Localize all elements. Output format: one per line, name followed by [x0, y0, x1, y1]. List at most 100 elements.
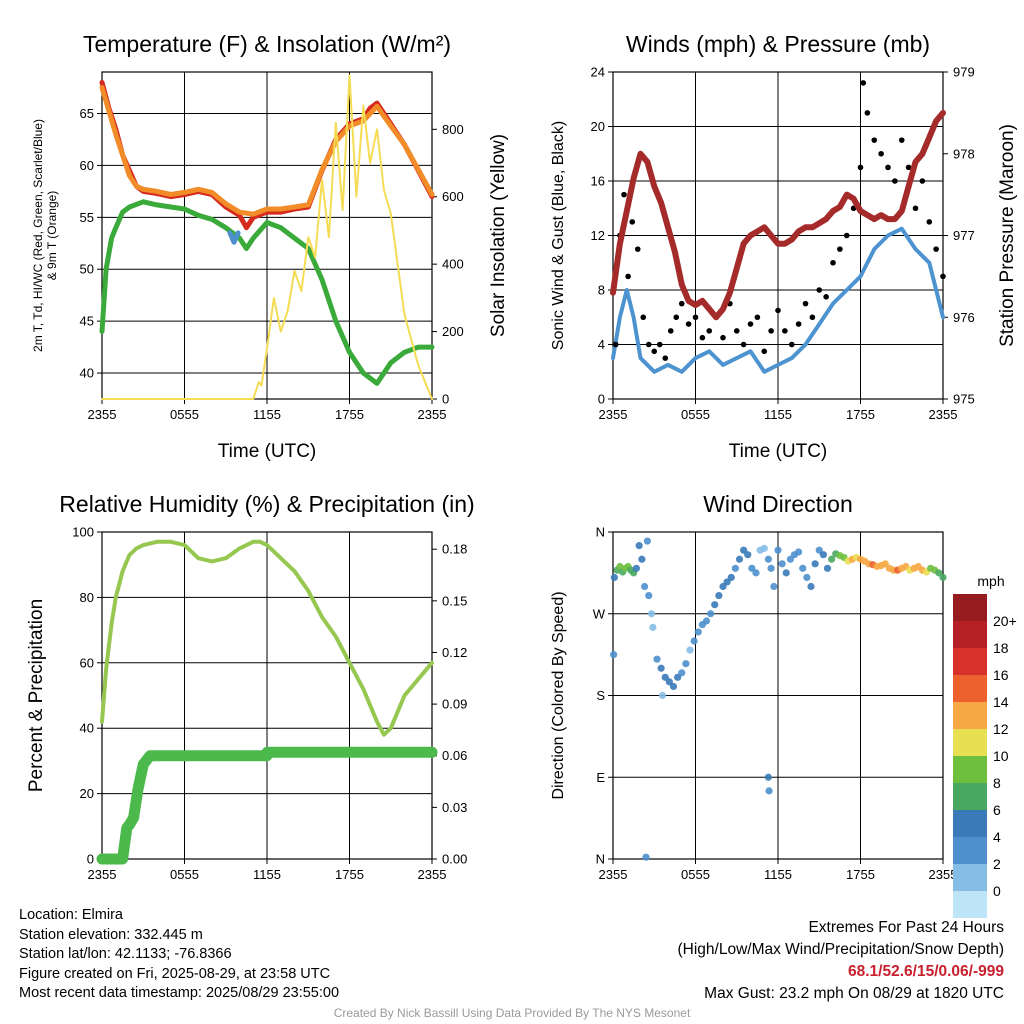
x-tick-label: 2355: [418, 867, 447, 882]
colorbar-segment: [953, 729, 987, 756]
gust-point: [885, 164, 891, 171]
direction-point: [610, 573, 618, 582]
gust-point: [809, 314, 816, 321]
y-tick-label: 80: [80, 590, 94, 605]
direction-point: [642, 853, 650, 861]
plot-frame: [612, 71, 944, 400]
gust-point: [782, 328, 788, 334]
colorbar-segment: [953, 621, 987, 648]
direction-point: [658, 691, 667, 700]
colorbar-label: 8: [993, 775, 1001, 791]
direction-point: [682, 660, 690, 668]
direction-point: [686, 646, 694, 654]
direction-point: [939, 573, 947, 582]
direction-point: [795, 548, 803, 556]
created-text: Figure created on Fri, 2025-08-29, at 23…: [19, 965, 331, 982]
direction-point: [727, 573, 735, 582]
gust-point: [892, 178, 898, 184]
direction-point: [678, 669, 686, 677]
direction-point: [638, 555, 646, 563]
gust-point: [919, 178, 926, 184]
gust-point: [667, 328, 674, 334]
x-tick-label: 2355: [929, 867, 958, 882]
y2-tick-label: 975: [953, 392, 975, 407]
credit-text: Created By Nick Bassill Using Data Provi…: [333, 1006, 691, 1020]
colorbar-label: 18: [993, 640, 1009, 656]
elevation-text: Station elevation: 332.445 m: [19, 926, 203, 943]
y2-tick-label: 600: [442, 189, 464, 204]
series-9m-t: [99, 85, 435, 217]
direction-point: [643, 537, 651, 545]
x-tick-label: 0555: [681, 867, 710, 882]
direction-point: [647, 610, 656, 618]
direction-point: [803, 573, 811, 582]
x-axis-label: Time (UTC): [218, 441, 317, 462]
x-tick-label: 1755: [846, 867, 875, 882]
colorbar-segment: [953, 675, 987, 702]
station-info: Location: Elmira Station elevation: 332.…: [19, 906, 339, 1004]
series-precipitation: [96, 746, 438, 865]
x-tick-label: 1155: [253, 867, 281, 882]
gust-point: [634, 246, 641, 252]
direction-point: [765, 787, 773, 795]
y2-tick-label: 800: [442, 122, 464, 137]
colorbar-label: 14: [993, 694, 1009, 710]
x-tick-label: 0555: [681, 407, 710, 422]
series-sonic-wind: [611, 226, 945, 374]
gust-point: [940, 273, 946, 280]
colorbar-segment: [953, 810, 987, 837]
direction-point: [811, 560, 819, 568]
direction-point: [807, 582, 815, 591]
direction-point: [778, 560, 786, 568]
x-tick-label: 1155: [764, 407, 792, 422]
y-tick-label: 40: [80, 366, 94, 381]
colorbar-segment: [953, 891, 987, 918]
chart-title: Winds (mph) & Pressure (mb): [626, 31, 930, 57]
direction-point: [764, 773, 772, 781]
direction-point: [799, 564, 807, 572]
direction-point: [774, 546, 782, 554]
gust-point: [692, 314, 699, 321]
gust-point: [775, 307, 781, 314]
direction-point: [744, 551, 752, 559]
direction-point: [707, 610, 715, 618]
y2-tick-label: 0.12: [442, 645, 467, 660]
y2-tick-label: 0.03: [442, 800, 467, 815]
y-tick-label: 4: [598, 337, 605, 352]
y-tick-label: 20: [591, 119, 605, 134]
location-text: Location: Elmira: [19, 907, 123, 923]
gust-point: [733, 328, 740, 334]
gust-point: [629, 219, 636, 225]
gust-point: [843, 232, 850, 239]
y-axis-label: 2m T, Td, HI/WC (Red, Green, Scarlet/Blu…: [31, 119, 45, 352]
y2-tick-label: 0.18: [442, 542, 467, 557]
temperature-insolation-panel: 2355 0555 1155 1755 2355 40 45 50 55 60 65 0 200 400 6…: [31, 31, 509, 462]
chart-title: Wind Direction: [703, 491, 853, 517]
gust-point: [685, 321, 692, 327]
y-tick-label: 16: [591, 174, 605, 189]
gust-point: [651, 348, 658, 355]
y-tick-label: 0: [87, 852, 94, 867]
direction-point: [828, 555, 836, 563]
max-gust-text: Max Gust: 23.2 mph On 08/29 at 1820 UTC: [704, 985, 1004, 1002]
direction-point: [711, 601, 719, 609]
y-tick-label: 24: [591, 65, 605, 80]
direction-point: [770, 582, 778, 591]
direction-point: [669, 682, 678, 691]
y-tick-label: 20: [80, 786, 94, 801]
x-tick-label: 1155: [253, 407, 281, 422]
x-tick-label: 0555: [170, 867, 199, 882]
series-solar-insolation: [101, 74, 433, 400]
y-tick-label: 0: [598, 392, 605, 407]
chart-title: Relative Humidity (%) & Precipitation (i…: [59, 491, 474, 517]
extremes-values: 68.1/52.6/15/0.06/-999: [848, 963, 1004, 980]
gust-point: [933, 246, 939, 252]
gust-point: [699, 334, 706, 341]
colorbar-label: 10: [993, 748, 1009, 764]
x-tick-label: 1755: [335, 867, 364, 882]
y2-tick-label: 978: [953, 146, 975, 161]
gust-point: [706, 328, 713, 334]
gust-point: [802, 300, 809, 307]
humidity-precip-panel: 2355 0555 1155 1755 23550204060801000.000.03…: [26, 491, 475, 882]
